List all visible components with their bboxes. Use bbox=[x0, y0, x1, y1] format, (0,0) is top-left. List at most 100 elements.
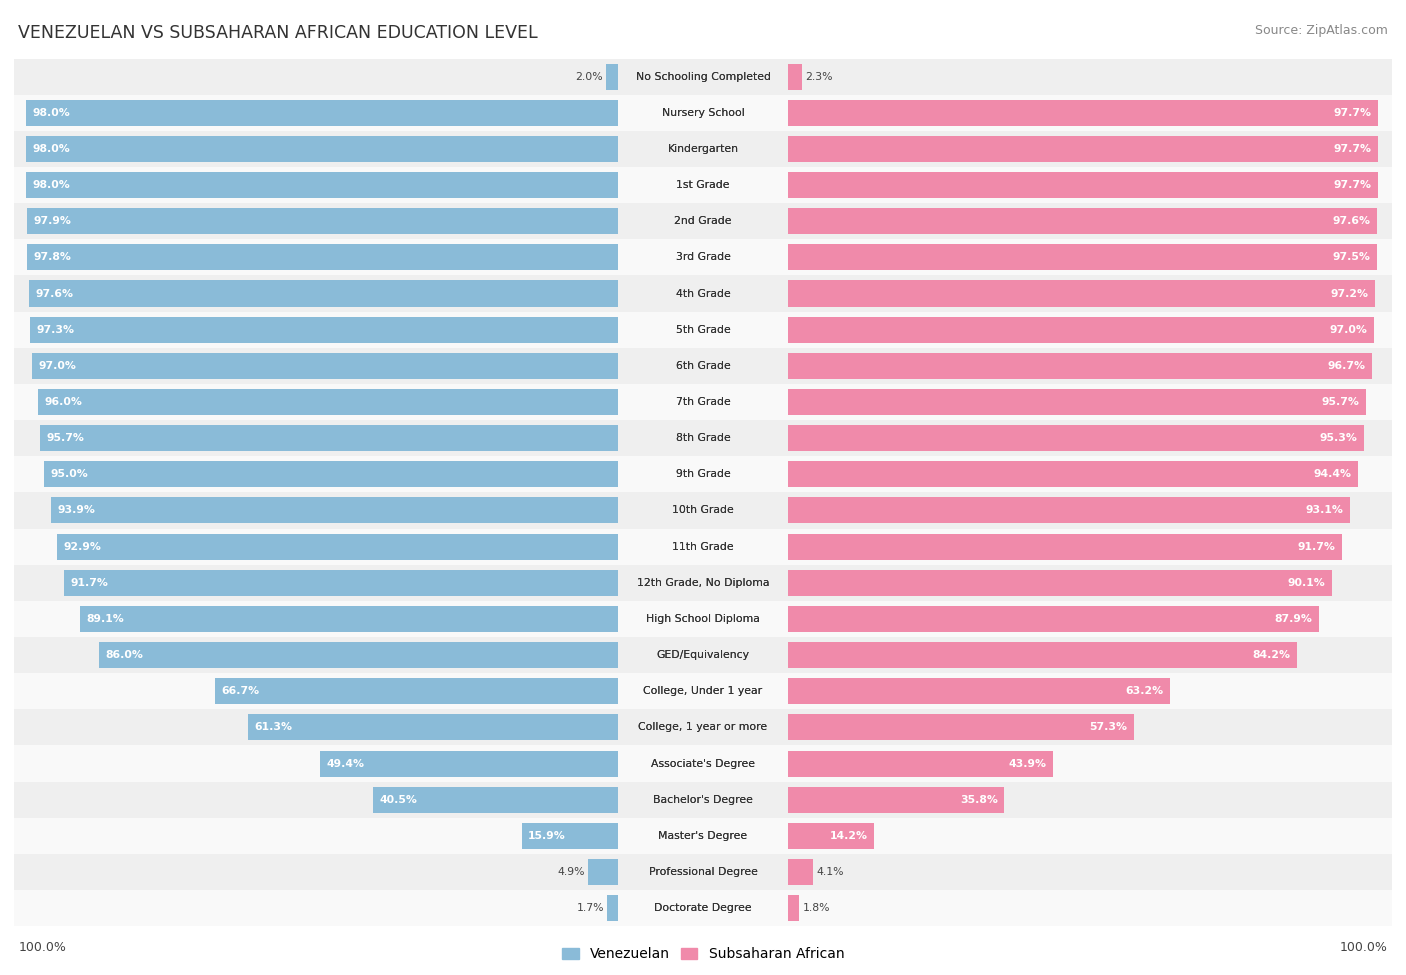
Bar bbox=[27, 99, 617, 126]
Text: GED/Equivalency: GED/Equivalency bbox=[657, 650, 749, 660]
Text: 97.2%: 97.2% bbox=[1330, 289, 1368, 298]
Text: 40.5%: 40.5% bbox=[380, 795, 418, 804]
Bar bbox=[14, 782, 1392, 818]
Text: 98.0%: 98.0% bbox=[32, 107, 70, 118]
Bar bbox=[606, 63, 617, 90]
Text: 97.7%: 97.7% bbox=[1333, 144, 1371, 154]
Bar bbox=[789, 787, 1004, 813]
Bar bbox=[14, 58, 1392, 95]
Text: 94.4%: 94.4% bbox=[1313, 469, 1351, 480]
Bar bbox=[789, 209, 1378, 234]
Text: 9th Grade: 9th Grade bbox=[676, 469, 730, 480]
Bar bbox=[617, 420, 789, 456]
Text: High School Diploma: High School Diploma bbox=[647, 614, 759, 624]
Text: 97.3%: 97.3% bbox=[37, 325, 75, 334]
Text: 98.0%: 98.0% bbox=[32, 180, 70, 190]
Text: 95.7%: 95.7% bbox=[46, 433, 84, 444]
Bar bbox=[38, 389, 617, 415]
Bar bbox=[617, 239, 789, 275]
Text: 97.0%: 97.0% bbox=[1330, 325, 1367, 334]
Bar bbox=[14, 312, 1392, 348]
Text: Kindergarten: Kindergarten bbox=[668, 144, 738, 154]
Text: 97.6%: 97.6% bbox=[1333, 216, 1371, 226]
Bar bbox=[588, 859, 617, 885]
Bar bbox=[39, 425, 617, 451]
Bar bbox=[789, 353, 1372, 379]
Text: 1st Grade: 1st Grade bbox=[676, 180, 730, 190]
Bar bbox=[789, 497, 1350, 524]
Bar bbox=[617, 58, 789, 95]
Text: 11th Grade: 11th Grade bbox=[672, 541, 734, 552]
Bar bbox=[14, 818, 1392, 854]
Text: 97.9%: 97.9% bbox=[34, 216, 72, 226]
Text: VENEZUELAN VS SUBSAHARAN AFRICAN EDUCATION LEVEL: VENEZUELAN VS SUBSAHARAN AFRICAN EDUCATI… bbox=[18, 24, 538, 42]
Text: 91.7%: 91.7% bbox=[70, 578, 108, 588]
Bar bbox=[789, 859, 813, 885]
Text: 5th Grade: 5th Grade bbox=[676, 325, 730, 334]
Bar bbox=[28, 281, 617, 306]
Bar bbox=[215, 679, 617, 704]
Bar bbox=[14, 203, 1392, 239]
Text: 2nd Grade: 2nd Grade bbox=[675, 216, 731, 226]
Bar bbox=[789, 533, 1341, 560]
Text: 9th Grade: 9th Grade bbox=[676, 469, 730, 480]
Bar bbox=[789, 172, 1378, 198]
Text: College, 1 year or more: College, 1 year or more bbox=[638, 722, 768, 732]
Bar bbox=[789, 895, 799, 921]
Bar bbox=[98, 643, 617, 668]
Bar bbox=[789, 715, 1135, 740]
Text: 90.1%: 90.1% bbox=[1288, 578, 1326, 588]
Bar bbox=[32, 353, 617, 379]
Bar bbox=[607, 895, 617, 921]
Bar bbox=[14, 239, 1392, 275]
Bar bbox=[44, 461, 617, 488]
Text: 2.3%: 2.3% bbox=[806, 71, 832, 82]
Text: 5th Grade: 5th Grade bbox=[676, 325, 730, 334]
Bar bbox=[789, 245, 1376, 270]
Text: College, 1 year or more: College, 1 year or more bbox=[638, 722, 768, 732]
Text: Kindergarten: Kindergarten bbox=[668, 144, 738, 154]
Bar bbox=[56, 533, 617, 560]
Text: 35.8%: 35.8% bbox=[960, 795, 998, 804]
Bar bbox=[789, 99, 1378, 126]
Bar bbox=[14, 854, 1392, 890]
Text: 3rd Grade: 3rd Grade bbox=[675, 253, 731, 262]
Text: High School Diploma: High School Diploma bbox=[647, 614, 759, 624]
Text: 43.9%: 43.9% bbox=[1008, 759, 1046, 768]
Bar bbox=[617, 275, 789, 312]
Bar bbox=[617, 890, 789, 926]
Bar bbox=[789, 63, 803, 90]
Text: 86.0%: 86.0% bbox=[105, 650, 143, 660]
Text: 95.0%: 95.0% bbox=[51, 469, 89, 480]
Text: 97.7%: 97.7% bbox=[1333, 180, 1371, 190]
Text: 49.4%: 49.4% bbox=[326, 759, 364, 768]
Bar bbox=[617, 818, 789, 854]
Bar bbox=[31, 317, 617, 342]
Text: 95.3%: 95.3% bbox=[1319, 433, 1357, 444]
Text: 100.0%: 100.0% bbox=[18, 941, 66, 954]
Text: No Schooling Completed: No Schooling Completed bbox=[636, 71, 770, 82]
Text: Nursery School: Nursery School bbox=[662, 107, 744, 118]
Text: 6th Grade: 6th Grade bbox=[676, 361, 730, 370]
Bar bbox=[789, 823, 875, 849]
Bar bbox=[617, 167, 789, 203]
Text: Nursery School: Nursery School bbox=[662, 107, 744, 118]
Bar bbox=[617, 673, 789, 709]
Bar bbox=[789, 461, 1358, 488]
Bar bbox=[319, 751, 617, 776]
Bar bbox=[617, 601, 789, 637]
Text: College, Under 1 year: College, Under 1 year bbox=[644, 686, 762, 696]
Bar bbox=[14, 601, 1392, 637]
Bar bbox=[789, 569, 1331, 596]
Text: 1.8%: 1.8% bbox=[803, 903, 830, 914]
Text: 1st Grade: 1st Grade bbox=[676, 180, 730, 190]
Text: 98.0%: 98.0% bbox=[32, 144, 70, 154]
Bar bbox=[617, 95, 789, 131]
Bar bbox=[789, 425, 1364, 451]
Bar bbox=[617, 854, 789, 890]
Bar bbox=[789, 643, 1296, 668]
Text: 96.0%: 96.0% bbox=[45, 397, 83, 407]
Text: Professional Degree: Professional Degree bbox=[648, 867, 758, 878]
Text: 63.2%: 63.2% bbox=[1125, 686, 1163, 696]
Text: 66.7%: 66.7% bbox=[222, 686, 260, 696]
